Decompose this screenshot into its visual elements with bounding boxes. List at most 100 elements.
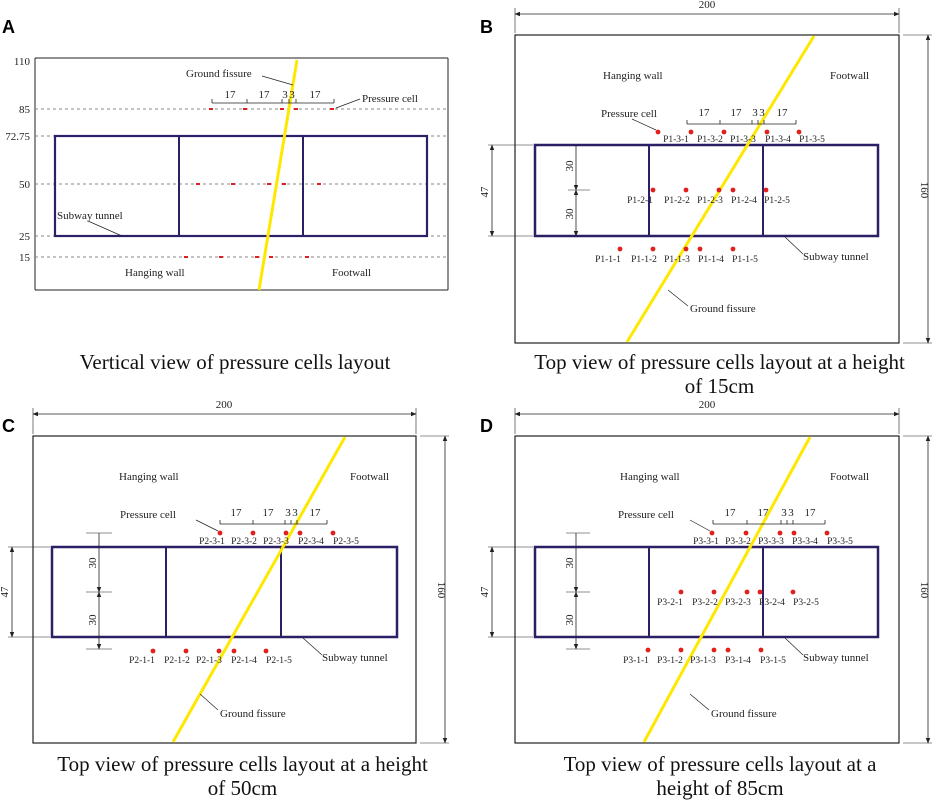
fissure-d (642, 436, 812, 743)
caption-c: Top view of pressure cells layout at a h… (20, 752, 465, 800)
cell-label: P1-3-2 (697, 135, 723, 145)
caption-c-line1: Top view of pressure cells layout at a h… (57, 752, 428, 776)
fissure-c (171, 436, 347, 743)
cell-dot (790, 589, 796, 595)
cell-label: P2-3-2 (231, 537, 257, 547)
spacing-label: 17 (225, 89, 237, 101)
spacing-label: 3 (781, 507, 787, 519)
cell-dot (678, 589, 684, 595)
spacing-label: 17 (758, 507, 770, 519)
panel-d: D 200 160 47 30 30 17 (479, 399, 932, 744)
ground-fissure-label: Ground fissure (186, 68, 252, 80)
cell-dot (763, 187, 769, 193)
cell-dot (744, 589, 750, 595)
cell (280, 108, 284, 110)
hanging-wall-label: Hanging wall (603, 70, 663, 82)
cell-leader (631, 118, 657, 131)
cell-dot (697, 246, 703, 252)
spacing-label: 17 (777, 107, 789, 119)
cell-label: P3-3-2 (725, 537, 751, 547)
hanging-wall-label: Hanging wall (125, 267, 185, 279)
tunnel-leader (87, 220, 123, 237)
cell-leader (335, 98, 361, 109)
caption-c-line2: of 50cm (207, 776, 278, 800)
cell-dot (655, 129, 661, 135)
tick-110: 110 (14, 56, 31, 68)
cell-dot (824, 530, 830, 536)
cell-label: P3-3-3 (758, 537, 784, 547)
spacing-label: 17 (263, 507, 275, 519)
spacing-label: 3 (788, 507, 794, 519)
cell-dot (183, 648, 189, 654)
half-dim: 30 (564, 160, 576, 172)
cell-leader (689, 519, 711, 532)
tick-15: 15 (19, 252, 31, 264)
cell (269, 256, 273, 258)
cell-dot (297, 530, 303, 536)
spacing-label: 3 (292, 507, 298, 519)
cell-dot (743, 530, 749, 536)
tunnel-leader (784, 637, 804, 656)
cell-label: P3-1-4 (725, 656, 751, 666)
footwall-label: Footwall (350, 471, 389, 483)
fissure-leader (261, 75, 294, 86)
box-c (32, 435, 417, 744)
fissure-leader (689, 693, 710, 711)
tunnel-d (533, 545, 880, 639)
cell-label: P3-3-5 (827, 537, 853, 547)
cell-dot (791, 530, 797, 536)
cell-dot (757, 589, 763, 595)
tunnel-dim: 47 (479, 586, 491, 598)
cell-label: P3-3-1 (693, 537, 719, 547)
cell (330, 108, 334, 110)
caption-a: Vertical view of pressure cells layout (79, 350, 391, 374)
fissure-leader (667, 289, 689, 307)
caption-b-line2: of 15cm (684, 374, 755, 398)
spacing-label: 17 (310, 89, 322, 101)
cell-dot (683, 187, 689, 193)
cell (282, 183, 286, 185)
cell-dot (617, 246, 623, 252)
spacing-label: 3 (759, 107, 765, 119)
caption-d-line2: height of 85cm (656, 776, 784, 800)
cells-a (184, 108, 334, 258)
spacing-bracket-c (219, 520, 328, 525)
half-dim: 30 (87, 614, 99, 626)
tunnel-dim: 47 (0, 586, 11, 598)
cell-label: P2-3-5 (333, 537, 359, 547)
spacing-bracket-a (211, 99, 335, 104)
cells-d (645, 530, 830, 653)
cell-dot (764, 129, 770, 135)
cell-label: P3-1-1 (623, 656, 649, 666)
spacing-label: 17 (699, 107, 711, 119)
cell-dot (709, 530, 715, 536)
cell-dot (711, 589, 717, 595)
cell-label: P1-1-5 (732, 255, 758, 265)
fissure-a (257, 59, 299, 291)
panel-a: A 110 85 72.75 50 25 15 (2, 17, 449, 291)
cell-label: P1-3-1 (663, 135, 689, 145)
cell-label: P2-1-5 (266, 656, 292, 666)
fissure-leader (199, 693, 219, 711)
cell (267, 183, 271, 185)
cell-label: P2-3-1 (199, 537, 225, 547)
cell-dot (711, 647, 717, 653)
cell-dot (283, 530, 289, 536)
caption-b: Top view of pressure cells layout at a h… (505, 350, 934, 398)
cell-label: P1-2-1 (627, 196, 653, 206)
cell-label: P3-2-5 (793, 598, 819, 608)
cell (209, 108, 213, 110)
footwall-label: Footwall (830, 471, 869, 483)
cell-label: P3-1-2 (657, 656, 683, 666)
half-dim: 30 (564, 208, 576, 220)
width-dim: 200 (699, 0, 716, 11)
spacing-label: 17 (805, 507, 817, 519)
tick-25: 25 (19, 231, 31, 243)
cell-label: P3-1-5 (760, 656, 786, 666)
panel-c: C 200 160 47 30 30 (0, 399, 449, 744)
panel-c-letter: C (2, 416, 15, 436)
cell-label: P1-3-5 (799, 135, 825, 145)
half-dim: 30 (564, 557, 576, 569)
cell-dot (777, 530, 783, 536)
